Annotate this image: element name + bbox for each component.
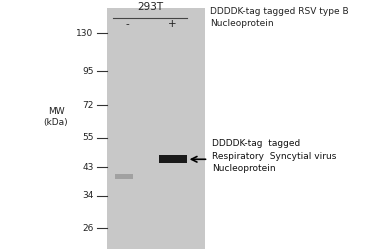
Text: 293T: 293T <box>137 2 163 12</box>
Text: DDDDK-tag  tagged
Respiratory  Syncytial virus
Nucleoprotein: DDDDK-tag tagged Respiratory Syncytial v… <box>212 140 336 173</box>
Text: MW
(kDa): MW (kDa) <box>44 107 68 128</box>
Text: 26: 26 <box>82 224 94 233</box>
Text: -: - <box>126 20 129 30</box>
Text: 72: 72 <box>82 100 94 110</box>
FancyBboxPatch shape <box>115 174 133 179</box>
Text: DDDDK-tag tagged RSV type B
Nucleoprotein: DDDDK-tag tagged RSV type B Nucleoprotei… <box>210 7 349 28</box>
Text: 34: 34 <box>82 192 94 200</box>
Text: 43: 43 <box>82 163 94 172</box>
Text: 95: 95 <box>82 67 94 76</box>
FancyBboxPatch shape <box>159 155 187 163</box>
Text: +: + <box>168 20 177 30</box>
Text: 130: 130 <box>76 29 94 38</box>
FancyBboxPatch shape <box>107 8 205 248</box>
Text: 55: 55 <box>82 133 94 142</box>
